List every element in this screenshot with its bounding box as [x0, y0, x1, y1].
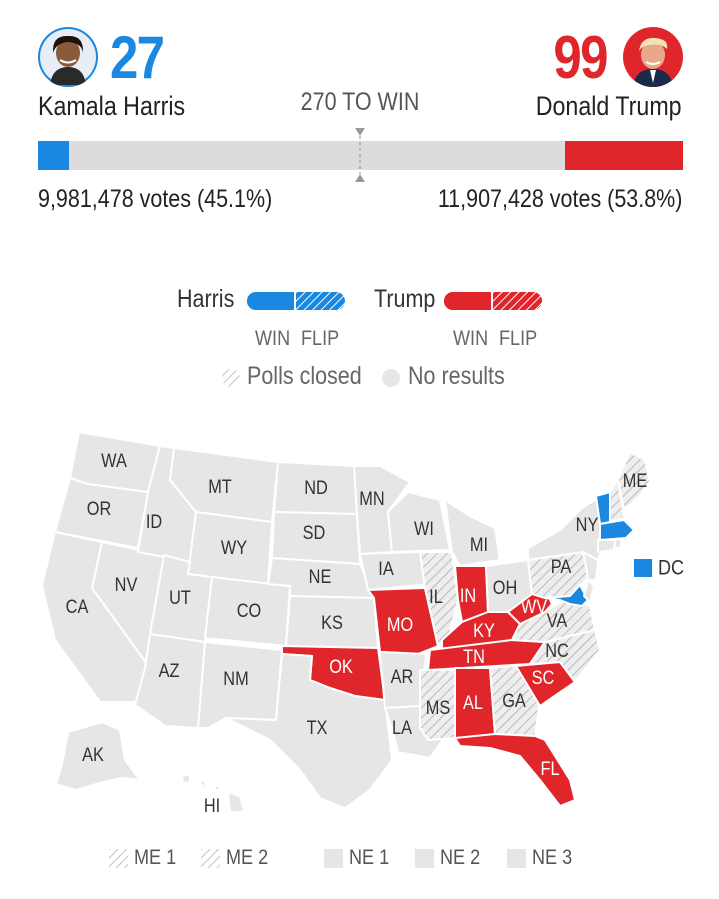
legend-harris-win: WIN — [255, 327, 291, 350]
label-nm: NM — [223, 668, 248, 689]
label-oh: OH — [493, 577, 517, 598]
label-wy: WY — [221, 537, 247, 558]
label-mo: MO — [387, 614, 413, 635]
label-tx: TX — [307, 717, 328, 738]
harris-avatar — [38, 27, 98, 87]
label-mi: MI — [470, 534, 488, 555]
label-mt: MT — [208, 476, 232, 497]
label-ny: NY — [576, 514, 599, 535]
state-me[interactable] — [617, 451, 651, 511]
legend-harris-flip: FLIP — [301, 327, 340, 350]
legend-harris-pill — [247, 292, 345, 310]
label-ne: NE — [309, 566, 332, 587]
label-sc: SC — [532, 667, 555, 688]
label-ok: OK — [329, 656, 353, 677]
district-me2-label: ME 2 — [226, 846, 269, 869]
label-ia: IA — [378, 558, 394, 579]
trump-name: Donald Trump — [536, 91, 682, 121]
label-ms: MS — [426, 697, 450, 718]
label-ut: UT — [169, 587, 191, 608]
label-ca: CA — [66, 596, 89, 617]
label-wa: WA — [101, 450, 127, 471]
district-ne2: NE 2 — [415, 845, 487, 871]
state-ak[interactable] — [55, 721, 141, 791]
label-me: ME — [623, 470, 648, 491]
harris-progress-fill — [38, 141, 69, 170]
state-ct[interactable] — [597, 539, 617, 553]
label-va: VA — [547, 610, 568, 631]
label-az: AZ — [159, 660, 180, 681]
label-dc: DC — [658, 556, 684, 580]
legend-trump-win: WIN — [453, 327, 489, 350]
district-ne3: NE 3 — [507, 845, 579, 871]
legend-harris-label: Harris — [177, 285, 235, 313]
label-tn: TN — [463, 646, 485, 667]
ne3-swatch — [507, 848, 526, 868]
state-wi[interactable] — [387, 491, 451, 553]
trump-electoral-votes: 99 — [553, 24, 609, 91]
district-ne2-label: NE 2 — [440, 846, 481, 869]
trump-popular-votes: 11,907,428 votes (53.8%) — [437, 185, 682, 213]
legend-trump-pill — [444, 292, 542, 310]
label-sd: SD — [303, 522, 326, 543]
label-nc: NC — [545, 640, 569, 661]
label-hi: HI — [204, 795, 220, 816]
district-me1-label: ME 1 — [134, 846, 177, 869]
district-me1: ME 1 — [109, 845, 183, 871]
polls-closed-swatch — [222, 369, 240, 387]
trump-progress-fill — [565, 141, 683, 170]
no-results-swatch — [382, 369, 400, 387]
state-nh[interactable] — [609, 479, 625, 523]
state-mi[interactable] — [444, 499, 501, 567]
label-in: IN — [460, 585, 476, 606]
label-ak: AK — [82, 744, 104, 765]
me2-swatch — [201, 848, 220, 868]
label-ks: KS — [321, 612, 343, 633]
label-co: CO — [237, 600, 261, 621]
legend-trump-flip: FLIP — [499, 327, 538, 350]
state-tx[interactable] — [225, 653, 393, 809]
label-ar: AR — [391, 666, 414, 687]
label-fl: FL — [540, 758, 559, 779]
harris-electoral-votes: 27 — [110, 24, 165, 91]
state-de[interactable] — [583, 579, 595, 603]
label-ga: GA — [502, 690, 526, 711]
ne1-swatch — [324, 848, 343, 868]
state-fl[interactable] — [454, 733, 576, 807]
trump-avatar — [623, 27, 683, 87]
label-or: OR — [87, 498, 111, 519]
state-md[interactable] — [544, 584, 589, 607]
ne2-swatch — [415, 848, 434, 868]
label-nd: ND — [304, 477, 328, 498]
label-al: AL — [463, 692, 483, 713]
district-ne3-label: NE 3 — [532, 846, 573, 869]
us-map: WA OR CA NV ID MT WY UT AZ CO NM ND SD N… — [41, 431, 684, 816]
district-ne1-label: NE 1 — [349, 846, 390, 869]
label-nv: NV — [115, 574, 138, 595]
state-hi[interactable] — [181, 773, 245, 813]
state-ia[interactable] — [359, 551, 431, 591]
state-ma[interactable] — [599, 519, 635, 541]
me1-swatch — [109, 848, 128, 868]
legend-trump-label: Trump — [374, 285, 436, 313]
threshold-label: 270 TO WIN — [300, 88, 420, 116]
label-il: IL — [429, 586, 443, 607]
label-la: LA — [392, 717, 412, 738]
threshold-marker — [355, 128, 365, 182]
district-ne1: NE 1 — [324, 845, 396, 871]
legend-polls-closed: Polls closed — [247, 362, 362, 390]
label-pa: PA — [551, 556, 572, 577]
harris-name: Kamala Harris — [38, 91, 186, 121]
dc-swatch — [634, 559, 652, 577]
district-me2: ME 2 — [201, 845, 275, 871]
harris-popular-votes: 9,981,478 votes (45.1%) — [38, 185, 273, 213]
label-id: ID — [146, 511, 162, 532]
label-mn: MN — [359, 488, 384, 509]
legend-no-results: No results — [408, 362, 505, 390]
label-wv: WV — [521, 596, 547, 617]
label-wi: WI — [414, 518, 434, 539]
label-ky: KY — [473, 620, 495, 641]
